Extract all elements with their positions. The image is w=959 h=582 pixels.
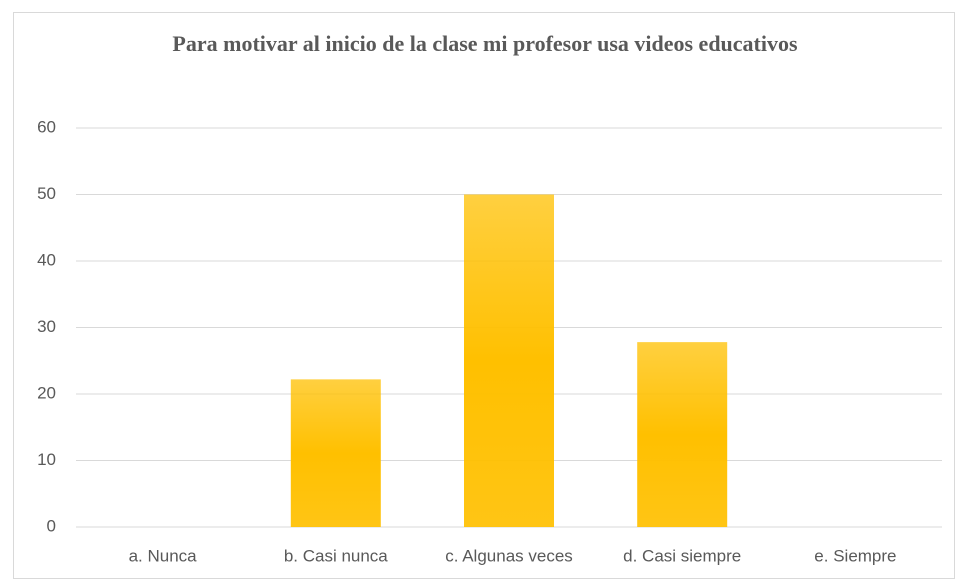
x-tick-label: b. Casi nunca bbox=[284, 546, 388, 565]
x-tick-label: a. Nunca bbox=[129, 546, 198, 565]
x-tick-label: e. Siempre bbox=[814, 546, 896, 565]
y-tick-label: 20 bbox=[37, 383, 56, 402]
x-tick-label: c. Algunas veces bbox=[445, 546, 573, 565]
x-tick-label: d. Casi siempre bbox=[623, 546, 741, 565]
bar bbox=[464, 194, 554, 527]
y-tick-label: 50 bbox=[37, 184, 56, 203]
y-tick-label: 10 bbox=[37, 450, 56, 469]
y-tick-label: 60 bbox=[37, 117, 56, 136]
y-tick-label: 0 bbox=[47, 516, 56, 535]
y-tick-label: 30 bbox=[37, 317, 56, 336]
bar bbox=[290, 379, 381, 527]
y-tick-label: 40 bbox=[37, 250, 56, 269]
chart-title: Para motivar al inicio de la clase mi pr… bbox=[172, 31, 798, 56]
chart-frame bbox=[13, 12, 955, 579]
bar bbox=[637, 342, 728, 527]
